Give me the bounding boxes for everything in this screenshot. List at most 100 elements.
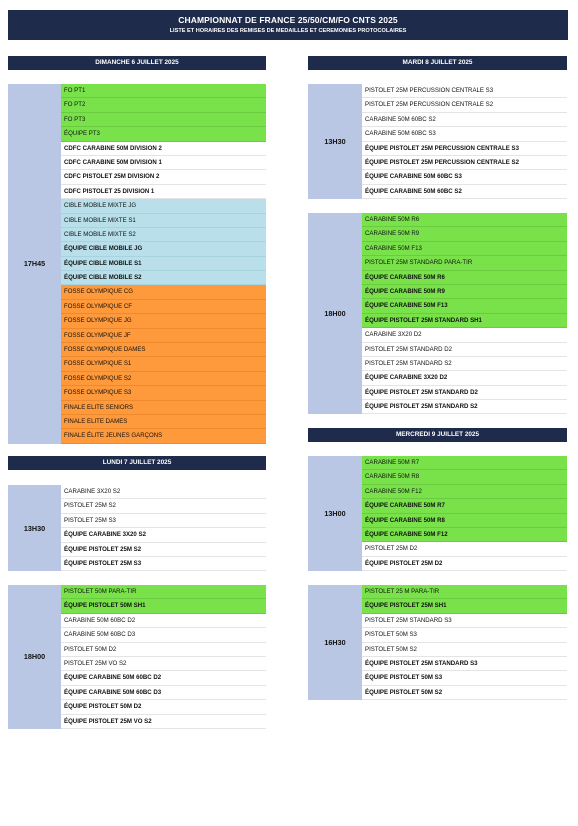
- time-cell: 13H00: [308, 456, 362, 572]
- event-row: ÉQUIPE CARABINE 50M R7: [362, 499, 567, 514]
- event-list: CARABINE 3X20 S2 PISTOLET 25M S2 PISTOLET …: [61, 485, 266, 572]
- event-row: ÉQUIPE PISTOLET 25M S2: [61, 542, 266, 557]
- day-header-monday: LUNDI 7 JUILLET 2025: [8, 456, 266, 470]
- event-row: ÉQUIPE PISTOLET 25M VO S2: [61, 714, 266, 729]
- event-row: ÉQUIPE CARABINE 50M 60BC D2: [61, 671, 266, 686]
- event-row: FOSSE OLYMPIQUE JF: [61, 328, 266, 344]
- event-row: FINALE ELITE SENIORS: [61, 400, 266, 415]
- event-row: ÉQUIPE CARABINE 50M R9: [362, 284, 567, 300]
- event-row: CDFC PISTOLET 25M DIVISION 2: [61, 170, 266, 185]
- event-row: FINALE ÉLITE JEUNES GARÇONS: [61, 429, 266, 444]
- event-row: PISTOLET 50M PARA-TIR: [61, 585, 266, 600]
- event-list: CARABINE 50M R6 CARABINE 50M R9 CARABINE 5…: [362, 213, 567, 415]
- event-row: FO PT2: [61, 98, 266, 113]
- day-header-sunday: DIMANCHE 6 JUILLET 2025: [8, 56, 266, 70]
- event-list: FO PT1 FO PT2 FO PT3 ÉQUIPE PT3 CDFC CARABIN…: [61, 84, 266, 444]
- event-row: ÉQUIPE PISTOLET 50M S3: [362, 671, 567, 686]
- event-row: CARABINE 50M 60BC D3: [61, 628, 266, 643]
- event-row: ÉQUIPE CARABINE 3X20 S2: [61, 528, 266, 543]
- event-row: FOSSE OLYMPIQUE CG: [61, 285, 266, 300]
- event-row: ÉQUIPE CARABINE 50M 60BC S2: [362, 184, 567, 200]
- event-row: CARABINE 3X20 S2: [61, 485, 266, 500]
- event-row: FO PT3: [61, 112, 266, 128]
- event-row: FOSSE OLYMPIQUE S1: [61, 357, 266, 372]
- event-row: CARABINE 50M 60BC D2: [61, 613, 266, 629]
- event-row: PISTOLET 25 M PARA-TIR: [362, 585, 567, 600]
- event-list: CARABINE 50M R7 CARABINE 50M R8 CARABINE 5…: [362, 456, 567, 572]
- event-row: CARABINE 50M F12: [362, 484, 567, 500]
- event-row: ÉQUIPE CARABINE 3X20 D2: [362, 371, 567, 386]
- event-row: CARABINE 3X20 D2: [362, 328, 567, 343]
- schedule-block-sunday-1745: 17H45 FO PT1 FO PT2 FO PT3 ÉQUIPE PT3 CDFC C…: [8, 84, 266, 444]
- event-row: CARABINE 50M 60BC S3: [362, 127, 567, 142]
- event-row: PISTOLET 25M VO S2: [61, 656, 266, 672]
- event-row: FOSSE OLYMPIQUE DAMES: [61, 343, 266, 358]
- time-cell: 16H30: [308, 585, 362, 701]
- schedule-block-tuesday-1800: 18H00 CARABINE 50M R6 CARABINE 50M R9 CARA…: [308, 213, 567, 415]
- event-row: CARABINE 50M R9: [362, 227, 567, 242]
- schedule-block-monday-1330: 13H30 CARABINE 3X20 S2 PISTOLET 25M S2 PIS…: [8, 485, 266, 572]
- time-cell: 13H30: [308, 84, 362, 200]
- event-row: ÉQUIPE CARABINE 50M R8: [362, 513, 567, 528]
- event-row: ÉQUIPE PISTOLET 50M SH1: [61, 599, 266, 614]
- event-row: CARABINE 50M R7: [362, 456, 567, 471]
- event-row: ÉQUIPE CIBLE MOBILE JG: [61, 242, 266, 257]
- event-row: ÉQUIPE CIBLE MOBILE S1: [61, 256, 266, 272]
- event-row: FINALE ELITE DAMES: [61, 414, 266, 430]
- event-row: CDFC CARABINE 50M DIVISION 1: [61, 155, 266, 171]
- event-row: ÉQUIPE PISTOLET 50M S2: [362, 685, 567, 701]
- event-row: ÉQUIPE PISTOLET 25M PERCUSSION CENTRALE …: [362, 141, 567, 156]
- event-row: ÉQUIPE CARABINE 50M F13: [362, 299, 567, 314]
- event-row: ÉQUIPE CARABINE 50M R6: [362, 270, 567, 285]
- page-subtitle: LISTE ET HORAIRES DES REMISES DE MEDAILL…: [169, 28, 407, 34]
- schedule-block-wednesday-1630: 16H30 PISTOLET 25 M PARA-TIR ÉQUIPE PISTO…: [308, 585, 567, 701]
- event-row: PISTOLET 25M STANDARD PARA-TIR: [362, 256, 567, 271]
- event-row: FOSSE OLYMPIQUE S2: [61, 371, 266, 387]
- event-row: PISTOLET 50M S3: [362, 628, 567, 643]
- event-row: CDFC PISTOLET 25 DIVISION 1: [61, 184, 266, 200]
- event-row: FOSSE OLYMPIQUE CF: [61, 299, 266, 315]
- day-header-tuesday: MARDI 8 JUILLET 2025: [308, 56, 567, 70]
- event-row: ÉQUIPE PISTOLET 25M STANDARD SH1: [362, 313, 567, 329]
- event-row: PISTOLET 25M PERCUSSION CENTRALE S3: [362, 84, 567, 99]
- event-row: FO PT1: [61, 84, 266, 99]
- event-row: CARABINE 50M F13: [362, 241, 567, 257]
- event-row: CARABINE 50M R6: [362, 213, 567, 228]
- event-row: FOSSE OLYMPIQUE JG: [61, 314, 266, 329]
- event-row: ÉQUIPE CIBLE MOBILE S2: [61, 271, 266, 286]
- schedule-block-wednesday-1300: 13H00 CARABINE 50M R7 CARABINE 50M R8 CARA…: [308, 456, 567, 572]
- time-cell: 18H00: [8, 585, 61, 729]
- event-row: ÉQUIPE PISTOLET 25M STANDARD S2: [362, 400, 567, 415]
- schedule-block-tuesday-1330: 13H30 PISTOLET 25M PERCUSSION CENTRALE S…: [308, 84, 567, 200]
- event-row: CIBLE MOBILE MIXTE S2: [61, 227, 266, 243]
- event-row: ÉQUIPE PISTOLET 25M STANDARD D2: [362, 385, 567, 401]
- time-cell: 13H30: [8, 485, 61, 572]
- event-row: PISTOLET 25M STANDARD S3: [362, 613, 567, 629]
- schedule-block-monday-1800: 18H00 PISTOLET 50M PARA-TIR ÉQUIPE PISTOL…: [8, 585, 266, 729]
- time-cell: 17H45: [8, 84, 61, 444]
- event-row: PISTOLET 50M S2: [362, 642, 567, 657]
- event-list: PISTOLET 50M PARA-TIR ÉQUIPE PISTOLET 50M…: [61, 585, 266, 729]
- page-title: CHAMPIONNAT DE FRANCE 25/50/CM/FO CNTS 2…: [178, 15, 398, 25]
- event-list: PISTOLET 25 M PARA-TIR ÉQUIPE PISTOLET 25…: [362, 585, 567, 701]
- event-row: PISTOLET 25M D2: [362, 542, 567, 557]
- event-row: ÉQUIPE PISTOLET 25M S3: [61, 556, 266, 572]
- event-row: CIBLE MOBILE MIXTE JG: [61, 199, 266, 214]
- event-row: CARABINE 50M R8: [362, 470, 567, 485]
- event-row: ÉQUIPE CARABINE 50M 60BC S3: [362, 170, 567, 185]
- event-row: ÉQUIPE PISTOLET 25M STANDARD S3: [362, 656, 567, 672]
- event-row: PISTOLET 25M S3: [61, 513, 266, 529]
- event-row: ÉQUIPE PISTOLET 50M D2: [61, 700, 266, 715]
- event-row: ÉQUIPE CARABINE 50M 60BC D3: [61, 685, 266, 701]
- event-row: PISTOLET 50M D2: [61, 642, 266, 657]
- event-row: PISTOLET 25M S2: [61, 499, 266, 514]
- day-header-wednesday: MERCREDI 9 JUILLET 2025: [308, 428, 567, 442]
- event-row: ÉQUIPE PISTOLET 25M SH1: [362, 599, 567, 614]
- event-row: ÉQUIPE PT3: [61, 127, 266, 142]
- event-row: CDFC CARABINE 50M DIVISION 2: [61, 141, 266, 156]
- event-row: FOSSE OLYMPIQUE S3: [61, 386, 266, 401]
- page-banner: CHAMPIONNAT DE FRANCE 25/50/CM/FO CNTS 2…: [8, 10, 568, 40]
- event-row: CARABINE 50M 60BC S2: [362, 112, 567, 128]
- event-row: CIBLE MOBILE MIXTE S1: [61, 213, 266, 228]
- event-list: PISTOLET 25M PERCUSSION CENTRALE S3 PISTO…: [362, 84, 567, 200]
